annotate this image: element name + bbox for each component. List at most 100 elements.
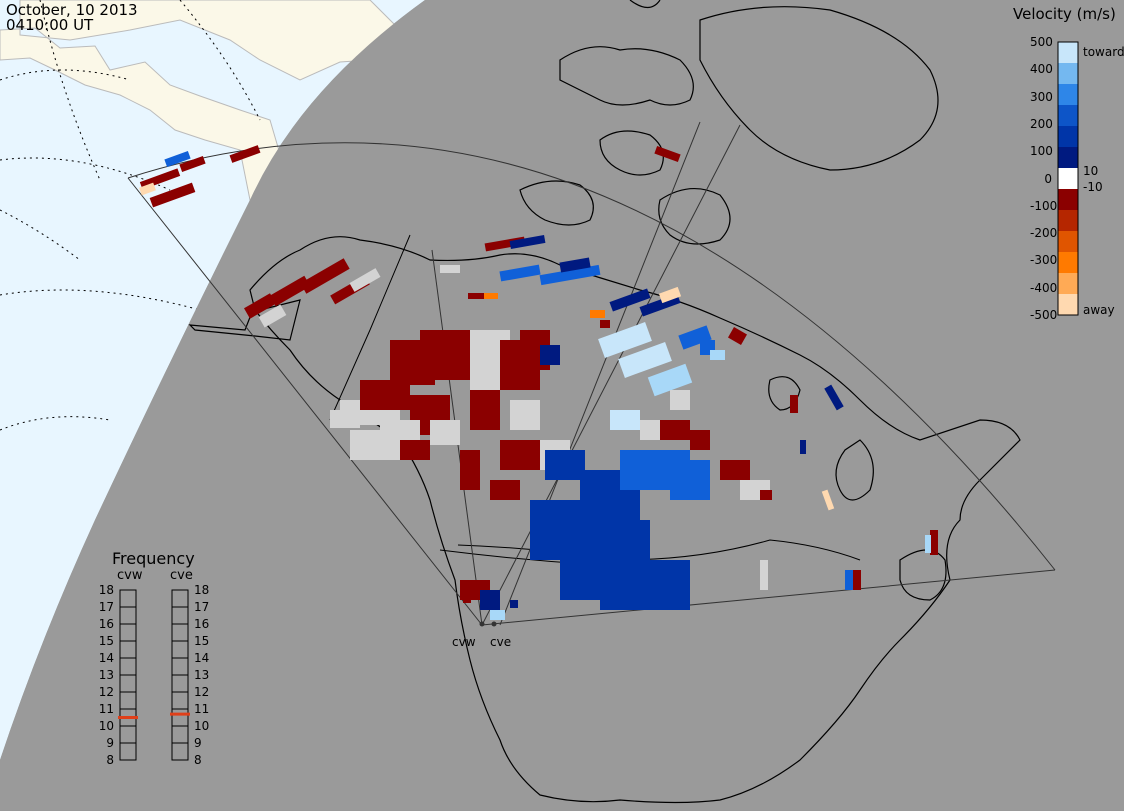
site-marker-cve [491,621,497,627]
site-marker-cvw [479,621,485,627]
frequency-bar-cell [119,742,137,761]
velocity-tick-label: 300 [1030,89,1053,104]
velocity-cell [490,480,520,500]
velocity-cell [600,320,610,328]
velocity-cell [269,275,311,307]
velocity-tick-label: 0 [1044,171,1052,186]
frequency-tick-cvw: 10 [98,719,114,733]
frequency-bars [118,589,190,761]
velocity-cell [244,293,276,319]
velocity-cell [545,450,585,480]
velocity-cell [609,288,651,312]
frequency-tick-cve: 11 [194,702,210,716]
site-label-cve: cve [490,635,512,649]
frequency-bar-cell [171,742,189,761]
velocity-cell [330,410,360,428]
velocity-cell [468,293,498,299]
velocity-cell [179,155,206,173]
velocity-cell [499,264,541,282]
frequency-tick-cvw: 8 [106,753,114,767]
velocity-cell [509,235,546,249]
velocity-colorbar-segment [1058,84,1078,106]
velocity-cell [430,420,460,445]
velocity-tick-label: -200 [1030,226,1058,241]
velocity-cell [139,182,156,196]
frequency-tick-cvw: 13 [98,668,114,682]
velocity-colorbar-frame [1057,41,1079,316]
frequency-tick-cvw: 12 [98,685,114,699]
velocity-cell [710,350,725,360]
time-label: 0410:00 UT [6,16,94,34]
frequency-tick-cve: 9 [194,736,202,750]
velocity-tick-label: -400 [1030,280,1058,295]
frequency-tick-cvw: 17 [98,600,114,614]
velocity-cell [618,342,672,378]
velocity-cell [349,268,381,292]
velocity-tick-label: 200 [1030,116,1053,131]
velocity-cell [845,570,853,590]
frequency-title: Frequency [112,549,195,568]
velocity-cell [400,440,430,460]
velocity-tick-label: -100 [1030,198,1058,213]
velocity-tick-label: -300 [1030,253,1058,268]
velocity-cell [654,145,681,163]
velocity-cell [559,257,591,273]
velocity-cell [510,400,540,430]
frequency-radar-cvw: cvw [117,568,143,583]
frequency-tick-cve: 13 [194,668,210,682]
velocity-cell [610,410,640,430]
velocity-cell [470,390,500,430]
velocity-cell [539,264,601,286]
velocity-cell [800,440,806,454]
frequency-tick-cvw: 9 [106,736,114,750]
velocity-cell [720,460,750,480]
frequency-tick-cve: 16 [194,617,210,631]
velocity-cell [647,363,693,397]
velocity-cell [500,440,540,470]
inner-tick-neg: -10 [1083,180,1103,194]
velocity-cells [139,145,938,620]
frequency-tick-cve: 12 [194,685,210,699]
frequency-tick-cvw: 14 [98,651,114,665]
velocity-cell [164,150,191,168]
velocity-cell [821,489,835,511]
velocity-colorbar-segment [1058,294,1078,316]
velocity-cell [660,420,690,440]
velocity-colorbar-segment [1058,126,1078,148]
velocity-tick-label: 400 [1030,62,1053,77]
velocity-cell [598,322,652,358]
velocity-cell [258,304,287,328]
velocity-cell [229,145,261,163]
frequency-tick-cve: 14 [194,651,210,665]
frequency-radar-cve: cve [170,568,193,583]
velocity-cell [300,258,350,294]
frequency-tick-cve: 8 [194,753,202,767]
velocity-tick-label: -500 [1030,308,1058,322]
velocity-colorbar-segment [1058,105,1078,127]
site-label-cvw: cvw [452,635,476,649]
velocity-colorbar-segment [1058,147,1078,169]
date-label: October, 10 2013 [6,1,138,19]
velocity-cell [670,460,710,500]
frequency-tick-cvw: 18 [98,583,114,597]
velocity-cell [510,600,518,608]
velocity-cell [463,595,471,603]
velocity-cell [490,610,505,620]
velocity-cell [824,384,844,411]
velocity-cell [600,560,690,610]
velocity-cell [540,345,560,365]
velocity-colorbar-segment [1058,189,1078,211]
velocity-tick-label: 100 [1030,144,1053,159]
velocity-colorbar-segment [1058,210,1078,232]
frequency-tick-cve: 18 [194,583,210,597]
frequency-tick-cve: 15 [194,634,210,648]
velocity-cell [760,490,772,500]
velocity-cell [690,430,710,450]
velocity-colorbar-segment [1058,168,1078,190]
velocity-cell [460,450,480,490]
frequency-tick-cvw: 15 [98,634,114,648]
velocity-cell [728,327,747,345]
